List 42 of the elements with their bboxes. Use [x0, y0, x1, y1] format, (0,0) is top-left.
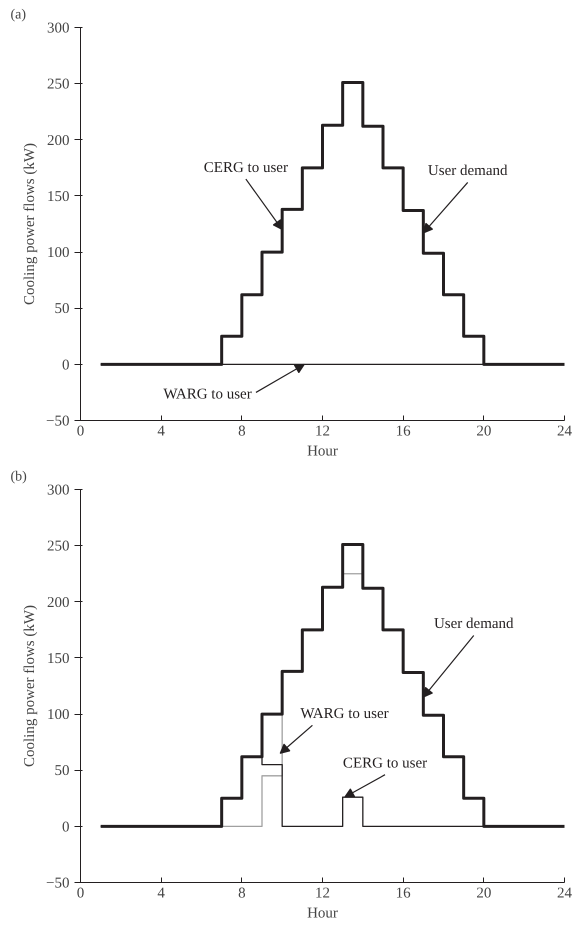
- y-tick-label: 150: [47, 650, 70, 667]
- y-tick-label: 0: [62, 357, 70, 374]
- y-tick-label: 150: [47, 188, 70, 205]
- y-tick-label: 250: [47, 538, 70, 555]
- y-axis-title: Cooling power flows (kW): [22, 142, 38, 306]
- annotation: CERG to user: [204, 160, 288, 176]
- chart-title: (a): [10, 8, 26, 22]
- annotation: User demand: [434, 616, 514, 632]
- y-tick-label: 50: [54, 301, 70, 318]
- y-tick-label: 50: [54, 763, 70, 780]
- x-tick-label: 4: [157, 424, 166, 440]
- y-tick-label: 0: [62, 819, 70, 836]
- x-tick-label: 4: [157, 886, 166, 902]
- y-tick-label: 250: [47, 76, 70, 93]
- y-tick-label: −50: [46, 414, 70, 430]
- y-tick-label: 200: [47, 594, 70, 611]
- x-tick-label: 24: [557, 424, 572, 440]
- x-axis-title: Hour: [307, 906, 338, 922]
- annotation: WARG to user: [300, 706, 389, 722]
- x-axis-title: Hour: [307, 444, 338, 460]
- x-tick-label: 0: [76, 424, 84, 440]
- x-tick-label: 0: [76, 886, 84, 902]
- x-tick-label: 12: [315, 886, 330, 902]
- x-tick-label: 20: [476, 424, 492, 440]
- y-tick-label: −50: [46, 876, 70, 892]
- x-tick-label: 12: [315, 424, 330, 440]
- annotation: CERG to user: [342, 755, 428, 772]
- chart-title: (b): [10, 470, 28, 484]
- y-axis-title: Cooling power flows (kW): [22, 604, 38, 768]
- x-tick-label: 16: [396, 424, 412, 440]
- x-tick-label: 16: [396, 886, 412, 902]
- x-tick-label: 8: [238, 424, 246, 440]
- annotation: WARG to user: [163, 386, 252, 403]
- y-tick-label: 300: [47, 20, 70, 36]
- y-tick-label: 200: [47, 132, 70, 149]
- x-tick-label: 24: [557, 886, 572, 902]
- x-tick-label: 8: [238, 886, 246, 902]
- y-tick-label: 300: [47, 482, 70, 498]
- annotation: User demand: [428, 163, 508, 180]
- y-tick-label: 100: [47, 707, 70, 724]
- x-tick-label: 20: [476, 886, 492, 902]
- y-tick-label: 100: [47, 245, 70, 262]
